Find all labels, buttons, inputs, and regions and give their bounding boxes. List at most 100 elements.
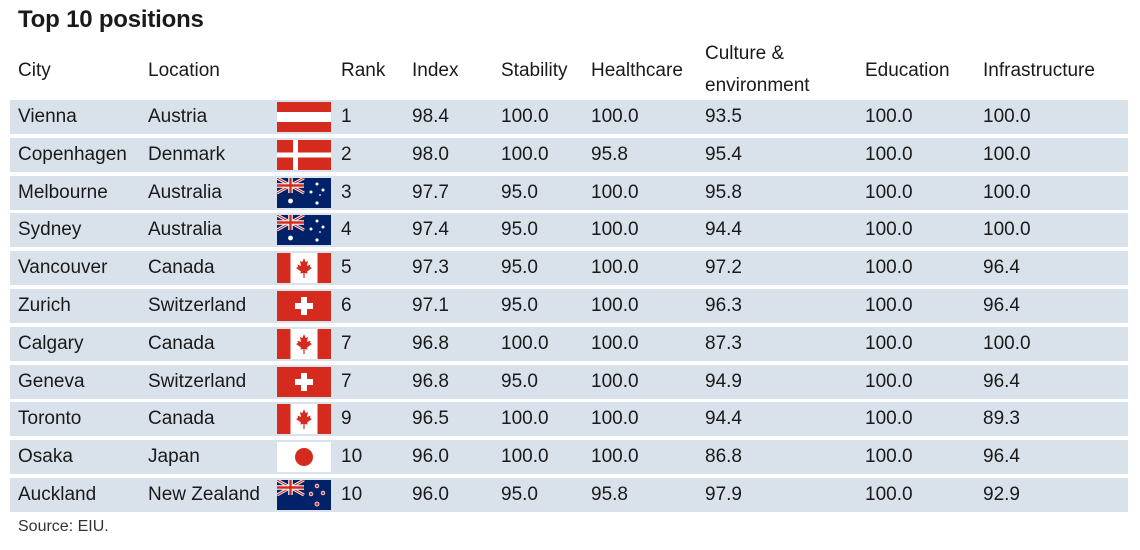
cell-healthcare: 100.0: [591, 408, 639, 430]
cell-location: Denmark: [148, 143, 226, 165]
table-row: Toronto Canada 9 96.5 100.0 100.0 94.4 100.0 89.…: [10, 402, 1128, 437]
cell-healthcare: 100.0: [591, 257, 639, 279]
cell-city: Auckland: [18, 483, 97, 505]
cell-stability: 95.0: [501, 370, 538, 392]
denmark-flag-icon: [277, 140, 331, 170]
cell-stability: 95.0: [501, 219, 538, 241]
japan-flag-icon: [277, 442, 331, 472]
table-row: Vancouver Canada 5 97.3 95.0 100.0 97.2 100.0 96…: [10, 251, 1128, 286]
header-location: Location: [148, 60, 220, 81]
cell-education: 100.0: [865, 143, 913, 165]
cell-city: Toronto: [18, 408, 82, 430]
cell-rank: 10: [341, 446, 363, 468]
switzerland-flag-icon: [277, 291, 331, 321]
cell-rank: 7: [341, 370, 352, 392]
cell-healthcare: 100.0: [591, 219, 639, 241]
cell-culture: 93.5: [705, 106, 742, 127]
cell-rank: 5: [341, 257, 352, 279]
cell-healthcare: 100.0: [591, 181, 639, 203]
table-body: Vienna Austria 1 98.4 100.0 100.0 93.5 100.0 100…: [10, 100, 1128, 516]
cell-index: 97.4: [412, 219, 449, 241]
cell-culture: 95.4: [705, 143, 742, 165]
cell-city: Zurich: [18, 294, 71, 316]
cell-location: Australia: [148, 181, 222, 203]
cell-city: Sydney: [18, 219, 82, 241]
cell-index: 96.0: [412, 483, 449, 505]
cell-education: 100.0: [865, 257, 913, 279]
header-stability: Stability: [501, 60, 568, 81]
header-education: Education: [865, 60, 950, 81]
cell-culture: 87.3: [705, 332, 742, 354]
cell-infrastructure: 96.4: [983, 257, 1020, 279]
cell-rank: 1: [341, 106, 352, 127]
cell-healthcare: 100.0: [591, 446, 639, 468]
cell-healthcare: 95.8: [591, 143, 628, 165]
cell-location: Australia: [148, 219, 222, 241]
cell-index: 97.1: [412, 294, 449, 316]
cell-healthcare: 100.0: [591, 294, 639, 316]
cell-index: 97.7: [412, 181, 449, 203]
table-row: Copenhagen Denmark 2 98.0 100.0 95.8 95.4 100.0…: [10, 137, 1128, 172]
cell-city: Osaka: [18, 446, 73, 468]
table-row: Sydney Australia 4 97.4 95.0 100.0 94.4 100.0 10…: [10, 213, 1128, 248]
cell-stability: 95.0: [501, 181, 538, 203]
cell-healthcare: 100.0: [591, 332, 639, 354]
australia-flag-icon: [277, 215, 331, 245]
canada-flag-icon: [277, 329, 331, 359]
cell-education: 100.0: [865, 181, 913, 203]
switzerland-flag-icon: [277, 367, 331, 397]
cell-index: 97.3: [412, 257, 449, 279]
cell-index: 96.8: [412, 370, 449, 392]
cell-stability: 95.0: [501, 257, 538, 279]
cell-location: Austria: [148, 106, 208, 127]
cell-culture: 97.2: [705, 257, 742, 279]
cell-city: Geneva: [18, 370, 85, 392]
cell-rank: 6: [341, 294, 352, 316]
cell-culture: 86.8: [705, 446, 742, 468]
header-healthcare: Healthcare: [591, 60, 683, 81]
cell-location: Canada: [148, 332, 215, 354]
cell-location: Canada: [148, 257, 215, 279]
table-row: Geneva Switzerland 7 96.8 95.0 100.0 94.9 100.0…: [10, 364, 1128, 399]
header-index: Index: [412, 60, 459, 81]
cell-rank: 7: [341, 332, 352, 354]
canada-flag-icon: [277, 404, 331, 434]
table-row: Calgary Canada 7 96.8 100.0 100.0 87.3 100.0 100…: [10, 326, 1128, 361]
cell-rank: 2: [341, 143, 352, 165]
cell-infrastructure: 96.4: [983, 294, 1020, 316]
cell-location: New Zealand: [148, 483, 260, 505]
cell-location: Switzerland: [148, 294, 247, 316]
cell-education: 100.0: [865, 446, 913, 468]
header-infrastructure: Infrastructure: [983, 60, 1095, 81]
table-row: Vienna Austria 1 98.4 100.0 100.0 93.5 100.0 100…: [10, 100, 1128, 134]
cell-index: 96.8: [412, 332, 449, 354]
cell-city: Calgary: [18, 332, 84, 354]
cell-infrastructure: 100.0: [983, 219, 1031, 241]
cell-infrastructure: 89.3: [983, 408, 1020, 430]
cell-rank: 3: [341, 181, 352, 203]
cell-location: Japan: [148, 446, 200, 468]
cell-healthcare: 100.0: [591, 106, 639, 127]
cell-infrastructure: 96.4: [983, 370, 1020, 392]
cell-culture: 94.9: [705, 370, 742, 392]
cell-healthcare: 95.8: [591, 483, 628, 505]
header-culture-line1: Culture &: [705, 43, 785, 64]
cell-rank: 10: [341, 483, 363, 505]
cell-stability: 100.0: [501, 143, 549, 165]
header-rank: Rank: [341, 60, 386, 81]
australia-flag-icon: [277, 178, 331, 208]
cell-culture: 97.9: [705, 483, 742, 505]
cell-infrastructure: 96.4: [983, 446, 1020, 468]
cell-education: 100.0: [865, 483, 913, 505]
new-zealand-flag-icon: [277, 480, 331, 510]
cell-index: 96.5: [412, 408, 449, 430]
cell-index: 98.0: [412, 143, 449, 165]
cell-education: 100.0: [865, 370, 913, 392]
cell-city: Vancouver: [18, 257, 108, 279]
cell-stability: 100.0: [501, 332, 549, 354]
cell-infrastructure: 100.0: [983, 143, 1031, 165]
header-culture: Culture & environment: [705, 38, 810, 102]
cell-infrastructure: 92.9: [983, 483, 1020, 505]
cell-city: Vienna: [18, 106, 77, 127]
canada-flag-icon: [277, 253, 331, 283]
